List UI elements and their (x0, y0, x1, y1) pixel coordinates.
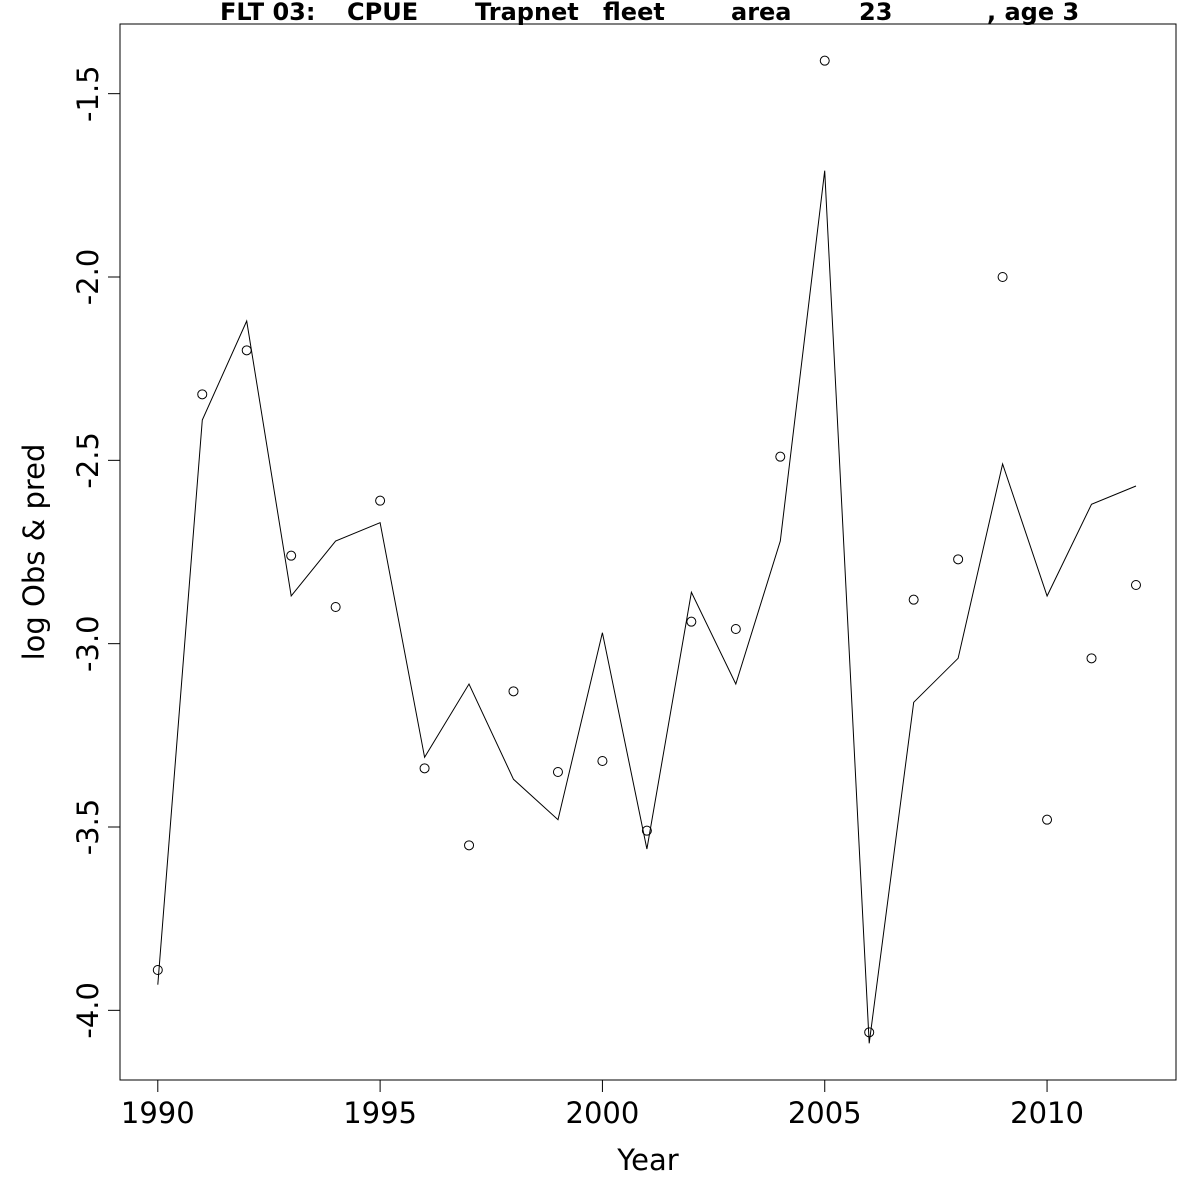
observed-point (1042, 814, 1053, 825)
y-tick-label: -3.5 (71, 799, 105, 856)
observed-point (864, 1027, 875, 1038)
observed-point (997, 272, 1008, 282)
observed-point (730, 624, 741, 634)
x-tick-label: 1995 (343, 1096, 417, 1130)
observed-point (953, 554, 964, 565)
y-axis-label: log Obs & pred (17, 444, 51, 661)
y-tick-label: -2.0 (71, 249, 105, 306)
y-tick-label: -1.5 (71, 65, 105, 122)
title-part: FLT 03: (220, 0, 315, 26)
plot-frame (119, 23, 1177, 1081)
observed-point (641, 825, 652, 836)
observed-point (775, 451, 786, 462)
observed-point (464, 840, 475, 851)
series-line (157, 170, 1137, 1044)
observed-point (819, 55, 830, 66)
y-axis: -4.0 -3.5 -3.0 -2.5 -2.0 -1.5 (71, 65, 121, 1039)
series-points (152, 55, 1141, 1038)
observed-point (197, 389, 208, 400)
observed-point (1130, 580, 1141, 590)
x-tick-label: 1990 (121, 1096, 195, 1130)
observed-point (241, 345, 252, 356)
x-axis: 1990 1995 2000 2005 2010 (121, 1079, 1084, 1130)
observed-point (686, 616, 697, 627)
title-part: CPUE (347, 0, 418, 26)
x-tick-label: 2010 (1010, 1096, 1084, 1130)
predicted-line (157, 170, 1137, 1044)
y-tick-label: -4.0 (71, 982, 105, 1039)
observed-point (1086, 653, 1097, 664)
observed-point (286, 550, 297, 561)
title-part: Trapnet (475, 0, 579, 26)
observed-point (508, 686, 519, 697)
title-part: fleet (603, 0, 665, 26)
x-axis-label: Year (616, 1143, 678, 1177)
chart-title: FLT 03: CPUE Trapnet fleet area 23 , age… (220, 0, 1079, 26)
title-part: , age 3 (987, 0, 1079, 26)
title-part: 23 (859, 0, 892, 26)
y-tick-label: -2.5 (71, 432, 105, 489)
observed-point (597, 756, 608, 766)
observed-point (908, 594, 919, 605)
observed-point (330, 602, 341, 612)
observed-point (152, 965, 163, 975)
title-part: area (731, 0, 792, 26)
observed-point (375, 495, 386, 506)
observed-point (419, 763, 430, 774)
observed-point (552, 767, 563, 777)
y-tick-label: -3.0 (71, 615, 105, 672)
x-tick-label: 2005 (788, 1096, 862, 1130)
x-tick-label: 2000 (566, 1096, 640, 1130)
